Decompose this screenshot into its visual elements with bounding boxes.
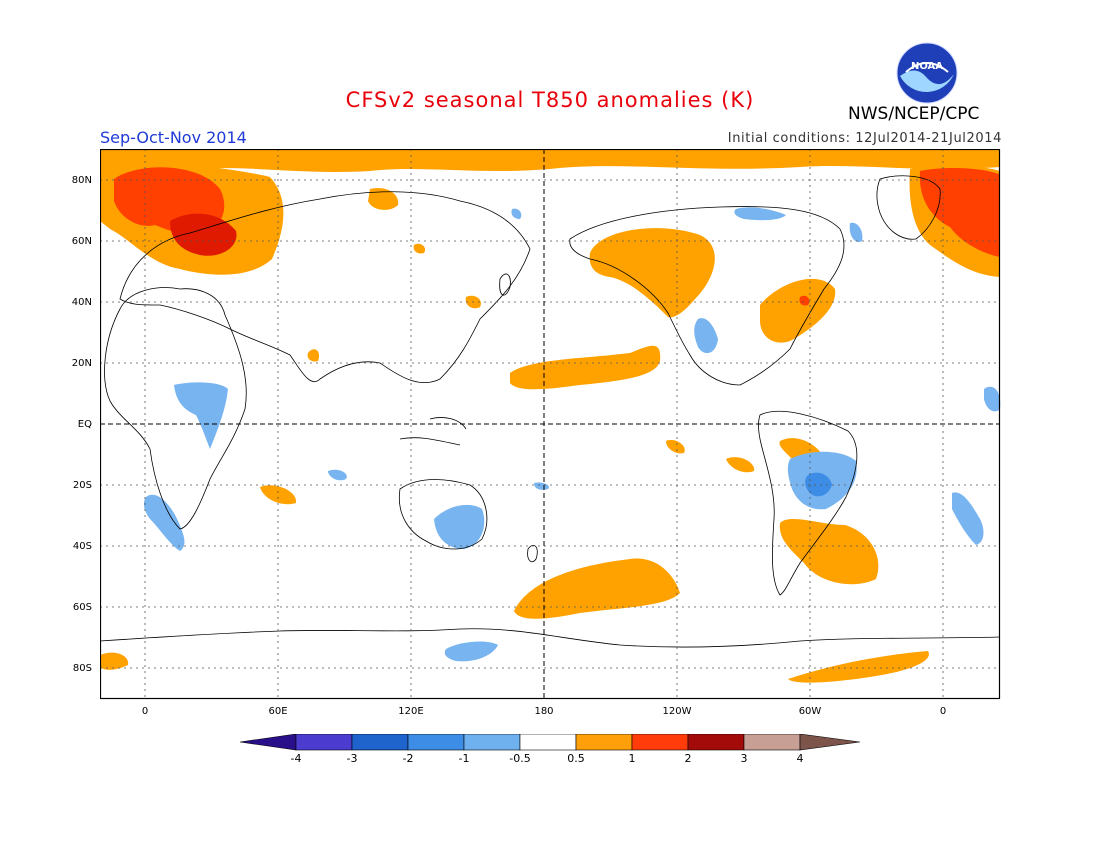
india-warm-patch <box>307 349 320 362</box>
coastlines <box>100 175 1001 648</box>
lat-label-40s: 40S <box>72 541 92 552</box>
alaska-canada-warm-region <box>589 228 715 318</box>
south-atlantic-cool-region <box>952 492 984 545</box>
lon-label-0: 0 <box>141 706 149 717</box>
colorbar-label: -3 <box>346 752 358 765</box>
east-pacific-warm-patch <box>726 457 755 473</box>
australia-cool-region <box>434 504 485 549</box>
greenland-outline <box>876 175 941 240</box>
cool-anomaly-regions <box>143 207 1001 662</box>
initial-conditions-label: Initial conditions: 12Jul2014-21Jul2014 <box>727 131 1002 146</box>
africa-outline <box>104 287 247 530</box>
colorbar-arrow-left <box>240 734 297 751</box>
colorbar-bin <box>575 734 633 751</box>
colorbar-bin <box>631 734 689 751</box>
australia-outline <box>398 479 488 550</box>
colorbar-bin <box>743 734 801 751</box>
season-label: Sep-Oct-Nov 2014 <box>100 128 247 147</box>
canada-cool-patch <box>734 207 786 221</box>
indonesia-outline <box>399 417 467 446</box>
colorbar-label: 3 <box>740 752 748 765</box>
antarctic-warm-region <box>788 651 929 683</box>
lat-label-20n: 20N <box>71 358 92 369</box>
northeast-us-warm-region <box>760 278 836 343</box>
noaa-logo: NOAA <box>896 42 958 104</box>
east-atlantic-cool-patch <box>984 386 1001 412</box>
equator-dateline <box>100 149 1000 699</box>
colorbar-label: 2 <box>684 752 692 765</box>
colorbar-label: 1 <box>628 752 636 765</box>
lat-label-80n: 80N <box>71 175 92 186</box>
small-cool-patch-2 <box>511 208 522 219</box>
nz-outline <box>527 545 538 563</box>
small-cool-patch-1 <box>328 469 347 481</box>
colorbar-bin <box>687 734 745 751</box>
colorbar-bin <box>407 734 465 751</box>
lat-label-40n: 40N <box>71 297 92 308</box>
colorbar-bin <box>351 734 409 751</box>
colorbar-label: -1 <box>458 752 470 765</box>
colorbar-label: 0.5 <box>567 752 585 765</box>
greenland-cool-patch <box>849 222 863 243</box>
japan-outline <box>499 273 511 296</box>
colorbar-bin <box>463 734 521 751</box>
colorbar-bin <box>519 734 577 751</box>
organization-label: NWS/NCEP/CPC <box>848 104 980 124</box>
southeast-atlantic-cool-region <box>143 494 185 551</box>
grid-lines <box>100 149 1000 699</box>
brazil-cool-core <box>805 472 832 497</box>
siberia-warm-patch <box>368 187 399 210</box>
colorbar-label: -0.5 <box>509 752 531 765</box>
lon-label-60w: 60W <box>798 706 822 717</box>
eurasia-outline <box>119 191 531 384</box>
lon-label-0-east: 0 <box>939 706 947 717</box>
anomaly-map <box>100 149 1001 700</box>
lat-label-eq: EQ <box>77 419 92 430</box>
small-warm-patch-1 <box>413 243 426 254</box>
lat-label-20s: 20S <box>72 480 92 491</box>
lat-label-60s: 60S <box>72 602 92 613</box>
south-pacific-cool-region <box>444 641 498 662</box>
indian-ocean-warm-patch <box>260 485 297 505</box>
north-pacific-warm-region <box>510 345 661 390</box>
lon-label-120w: 120W <box>662 706 692 717</box>
south-america-warm-region <box>779 519 879 585</box>
north-america-outline <box>569 206 845 386</box>
colorbar-label: -2 <box>402 752 414 765</box>
map-title: CFSv2 seasonal T850 anomalies (K) <box>345 88 755 112</box>
lat-label-80s: 80S <box>72 663 92 674</box>
colorbar-label: -4 <box>290 752 302 765</box>
lon-label-120e: 120E <box>398 706 424 717</box>
arctic-warm-band <box>100 149 1000 172</box>
south-pacific-warm-region <box>514 558 680 619</box>
mexico-cool-region <box>694 318 718 354</box>
antarctica-outline <box>100 628 1001 648</box>
west-africa-cool-region <box>174 382 228 449</box>
lon-label-60e: 60E <box>268 706 288 717</box>
colorbar-arrow-right <box>799 734 861 751</box>
lat-label-60n: 60N <box>71 236 92 247</box>
weddell-warm-patch <box>100 652 129 670</box>
lon-label-180: 180 <box>534 706 554 717</box>
colorbar-bin <box>295 734 353 751</box>
northeast-us-warm-core <box>799 295 810 306</box>
colorbar <box>240 734 861 751</box>
tropical-pacific-warm-patch <box>666 439 685 454</box>
small-cool-patch-3 <box>534 482 549 490</box>
svg-text:NOAA: NOAA <box>911 61 943 72</box>
south-america-outline <box>758 411 858 596</box>
map-frame <box>100 149 1001 700</box>
colorbar-label: 4 <box>796 752 804 765</box>
